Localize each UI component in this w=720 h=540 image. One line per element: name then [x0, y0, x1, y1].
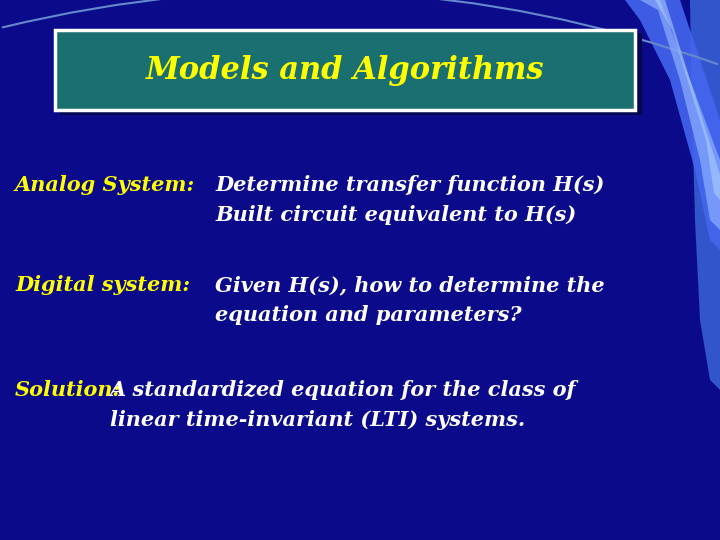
Text: Models and Algorithms: Models and Algorithms — [145, 55, 544, 85]
Polygon shape — [690, 0, 720, 390]
Text: Analog System:: Analog System: — [15, 175, 195, 195]
Polygon shape — [620, 0, 720, 250]
Polygon shape — [655, 0, 720, 200]
Text: A standardized equation for the class of: A standardized equation for the class of — [110, 380, 577, 400]
Polygon shape — [640, 0, 720, 230]
Text: Given H(s), how to determine the: Given H(s), how to determine the — [215, 275, 605, 295]
Text: Determine transfer function H(s): Determine transfer function H(s) — [215, 175, 604, 195]
Text: linear time-invariant (LTI) systems.: linear time-invariant (LTI) systems. — [110, 410, 525, 430]
FancyBboxPatch shape — [55, 30, 635, 110]
Text: Built circuit equivalent to H(s): Built circuit equivalent to H(s) — [215, 205, 576, 225]
FancyArrowPatch shape — [3, 0, 717, 64]
FancyBboxPatch shape — [60, 33, 642, 115]
Text: Solution:: Solution: — [15, 380, 121, 400]
Text: Digital system:: Digital system: — [15, 275, 190, 295]
Text: equation and parameters?: equation and parameters? — [215, 305, 521, 325]
